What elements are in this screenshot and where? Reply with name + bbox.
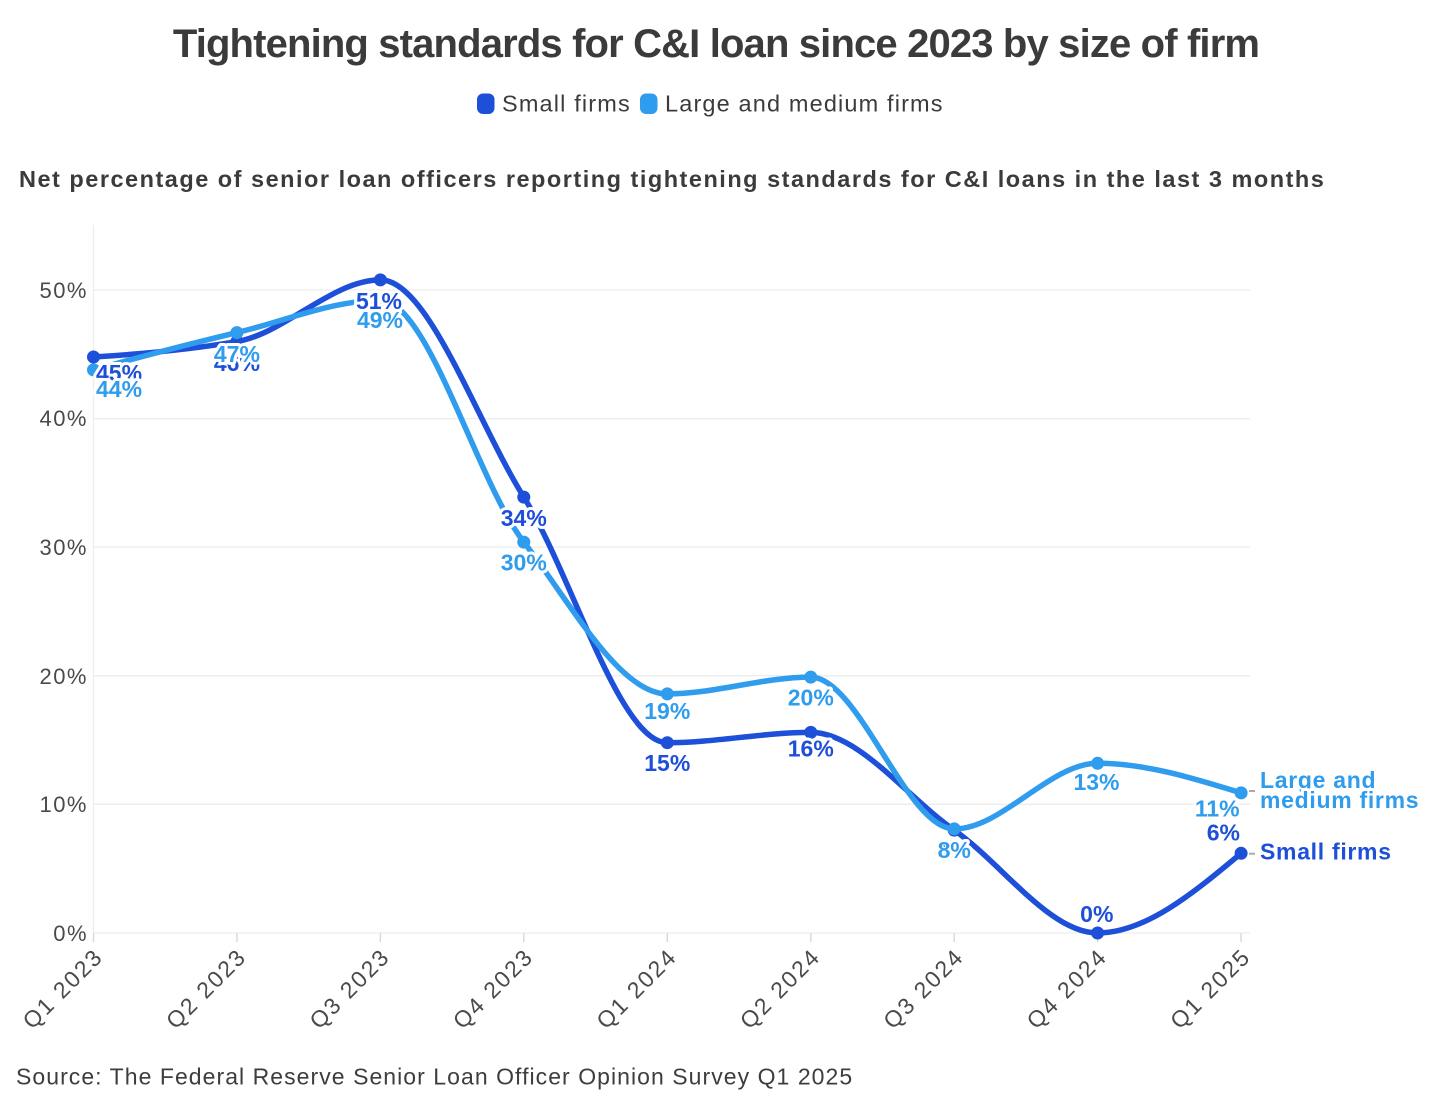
svg-text:Q2 2024: Q2 2024 (735, 943, 826, 1034)
svg-text:0%: 0% (1080, 901, 1113, 927)
svg-text:30%: 30% (501, 550, 547, 576)
svg-text:8%: 8% (938, 837, 971, 863)
svg-text:46%: 46% (214, 350, 260, 376)
svg-text:50%: 50% (39, 278, 88, 303)
svg-text:Q1 2023: Q1 2023 (17, 943, 108, 1034)
svg-text:45%: 45% (96, 360, 142, 386)
svg-text:40%: 40% (39, 406, 88, 431)
svg-text:20%: 20% (39, 664, 88, 689)
svg-text:Source: The Federal Reserve Se: Source: The Federal Reserve Senior Loan … (16, 1064, 853, 1090)
svg-text:Q1 2025: Q1 2025 (1165, 943, 1256, 1034)
svg-text:15%: 15% (644, 750, 690, 776)
svg-text:Large and: Large and (1260, 767, 1376, 793)
svg-text:34%: 34% (501, 505, 547, 531)
svg-text:Q4 2024: Q4 2024 (1021, 943, 1112, 1034)
svg-text:Q4 2023: Q4 2023 (448, 943, 539, 1034)
svg-text:8%: 8% (935, 838, 968, 864)
svg-text:medium firms: medium firms (1260, 787, 1419, 813)
svg-text:49%: 49% (357, 307, 403, 333)
svg-text:44%: 44% (96, 376, 142, 402)
svg-text:13%: 13% (1073, 769, 1119, 795)
svg-text:Small firms: Small firms (1260, 839, 1392, 865)
svg-text:Net percentage of senior loan: Net percentage of senior loan officers r… (19, 166, 1325, 192)
svg-text:47%: 47% (214, 341, 260, 367)
svg-text:20%: 20% (788, 685, 834, 711)
svg-text:10%: 10% (39, 792, 88, 817)
svg-text:0%: 0% (53, 921, 88, 946)
svg-text:16%: 16% (788, 736, 834, 762)
svg-text:Q3 2023: Q3 2023 (304, 943, 395, 1034)
svg-text:6%: 6% (1207, 820, 1240, 846)
svg-text:30%: 30% (39, 535, 88, 560)
svg-text:19%: 19% (644, 698, 690, 724)
svg-text:Q1 2024: Q1 2024 (591, 943, 682, 1034)
svg-text:Large and medium firms: Large and medium firms (665, 91, 944, 117)
svg-text:51%: 51% (356, 288, 402, 314)
svg-text:11%: 11% (1195, 796, 1240, 822)
svg-text:Tightening standards for C&I l: Tightening standards for C&I loan since … (173, 22, 1259, 66)
svg-text:Small firms: Small firms (502, 91, 631, 117)
svg-text:Q3 2024: Q3 2024 (878, 943, 969, 1034)
svg-text:Q2 2023: Q2 2023 (161, 943, 252, 1034)
